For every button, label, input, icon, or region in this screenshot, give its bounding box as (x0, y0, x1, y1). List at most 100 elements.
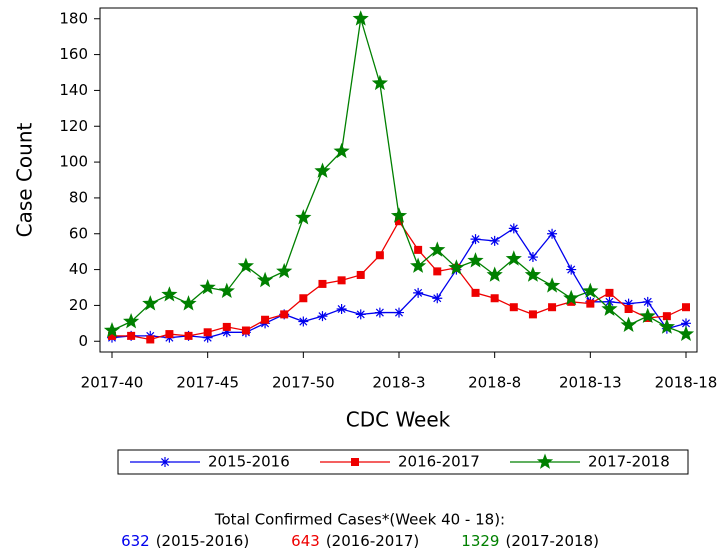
data-point (410, 257, 427, 273)
data-point (298, 316, 309, 327)
y-tick-label: 180 (59, 9, 88, 27)
legend-marker (536, 453, 554, 469)
data-point (180, 295, 197, 311)
data-point (237, 257, 254, 273)
data-point (623, 298, 634, 309)
y-axis-label: Case Count (13, 122, 37, 237)
legend-frame (117, 449, 689, 475)
data-point (202, 332, 213, 343)
data-point (547, 228, 558, 239)
y-tick-label: 40 (69, 260, 88, 278)
data-point (146, 335, 155, 344)
data-point (184, 331, 193, 340)
data-point (605, 288, 614, 297)
data-point (337, 276, 346, 285)
x-tick-label: 2017-50 (272, 374, 335, 392)
data-point (620, 316, 637, 332)
y-tick-label: 160 (59, 45, 88, 63)
data-point (317, 311, 328, 322)
data-point (336, 304, 347, 314)
y-tick-label: 140 (59, 81, 88, 99)
y-tick-label: 80 (69, 188, 88, 206)
data-point (356, 270, 365, 279)
data-point (490, 294, 499, 303)
data-point (489, 235, 500, 246)
data-point (165, 330, 174, 339)
data-point (414, 245, 423, 254)
data-point (509, 303, 518, 312)
x-tick-label: 2018-3 (372, 374, 425, 392)
total-label: (2016-2017) (326, 532, 419, 550)
data-point (413, 287, 424, 298)
series-line (112, 219, 687, 341)
data-point (218, 282, 235, 298)
legend-label: 2016-2017 (398, 453, 480, 471)
data-point (682, 303, 690, 312)
data-point (352, 10, 369, 26)
data-point (471, 288, 480, 297)
legend-label: 2017-2018 (588, 453, 670, 471)
data-point (261, 315, 270, 324)
data-point (299, 294, 308, 303)
y-tick-label: 100 (59, 153, 88, 171)
data-point (374, 307, 385, 318)
data-point (123, 313, 140, 329)
data-point (470, 234, 481, 245)
total-label: (2017-2018) (505, 532, 598, 550)
data-point (371, 74, 388, 91)
data-point (586, 299, 595, 308)
legend-marker (160, 457, 170, 467)
data-point (108, 331, 116, 340)
data-point (527, 252, 538, 263)
total-label: (2015-2016) (156, 532, 249, 550)
data-point (639, 307, 656, 323)
data-point (467, 252, 484, 268)
x-tick-label: 2018-13 (559, 374, 622, 392)
data-point (432, 293, 443, 304)
data-point (390, 207, 408, 223)
data-point (103, 322, 121, 338)
y-tick-label: 120 (59, 117, 88, 135)
footnote-totals: 632 (2015-2016) 643 (2016-2017) 1329 (2017-20… (121, 532, 599, 550)
data-point (642, 296, 653, 307)
data-point (433, 267, 442, 276)
total-value: 1329 (461, 532, 499, 550)
series-line (111, 227, 687, 339)
data-point (544, 277, 561, 293)
data-point (528, 310, 537, 319)
x-tick-label: 2017-45 (176, 374, 239, 392)
total-value: 643 (291, 532, 320, 550)
series-line (111, 18, 687, 335)
data-point (355, 309, 366, 320)
footnote-title: Total Confirmed Cases*(Week 40 - 18): (214, 511, 505, 529)
data-point (221, 327, 232, 338)
data-point (563, 289, 580, 306)
data-point (658, 318, 675, 334)
data-point (677, 325, 695, 341)
x-axis-label: CDC Week (346, 408, 451, 432)
data-point (548, 303, 557, 312)
x-tick-label: 2018-8 (468, 374, 521, 392)
data-point (127, 331, 136, 340)
data-point (505, 250, 522, 266)
data-point (241, 326, 250, 335)
data-point (203, 328, 212, 337)
data-point (314, 162, 331, 178)
y-tick-label: 60 (69, 224, 88, 242)
data-point (257, 271, 274, 288)
data-point (394, 307, 404, 318)
data-point (142, 295, 159, 311)
data-point (199, 279, 216, 295)
data-point (566, 264, 577, 275)
data-point (429, 241, 446, 257)
data-point (524, 266, 541, 282)
y-tick-label: 0 (78, 332, 88, 350)
data-point (333, 142, 350, 159)
data-point (448, 259, 465, 275)
x-tick-label: 2017-40 (81, 374, 144, 392)
data-point (276, 262, 293, 279)
data-point (161, 286, 178, 302)
data-point (375, 251, 384, 260)
total-value: 632 (121, 532, 150, 550)
